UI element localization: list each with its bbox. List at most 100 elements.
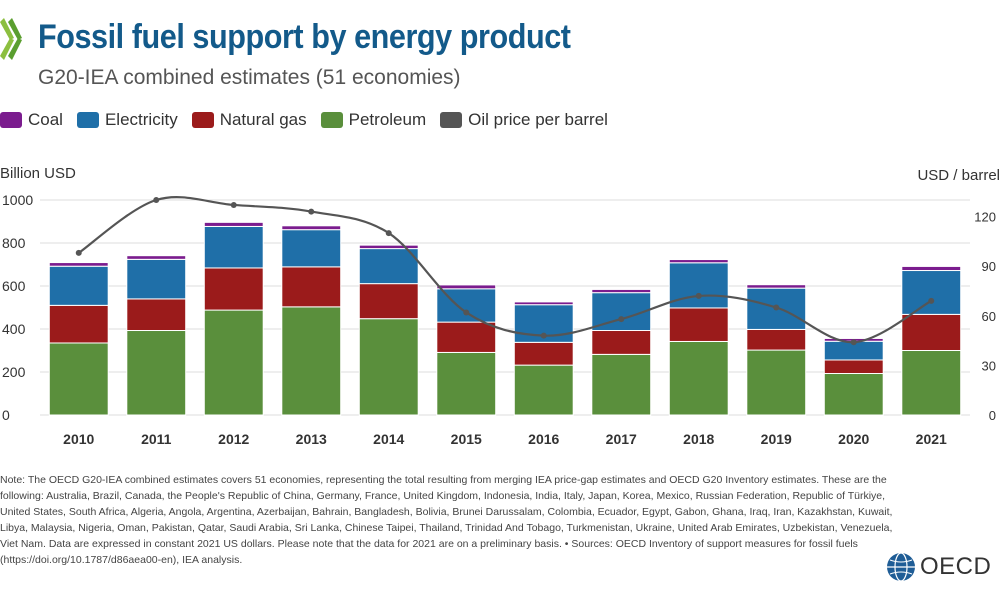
fossil-fuel-support-chart: Billion USD USD / barrel02004006008001000… bbox=[0, 165, 1000, 447]
chart-note: Note: The OECD G20-IEA combined estimate… bbox=[0, 474, 893, 566]
legend-label-petroleum: Petroleum bbox=[348, 110, 427, 129]
bar-segment-petroleum bbox=[901, 350, 962, 416]
bar-segment-petroleum bbox=[513, 364, 574, 416]
bar-segment-natural-gas bbox=[126, 298, 187, 332]
bar-segment-coal bbox=[281, 225, 342, 231]
legend-item-electricity[interactable]: Electricity bbox=[76, 110, 178, 130]
bar-segment-natural-gas bbox=[823, 359, 884, 375]
oil-price-line bbox=[78, 196, 932, 344]
bar-segment-petroleum bbox=[668, 340, 729, 416]
right-tick-label: 60 bbox=[982, 309, 996, 324]
legend-swatch-oil-price bbox=[440, 112, 463, 128]
bar-segment-natural-gas bbox=[436, 321, 497, 353]
right-tick-label: 0 bbox=[989, 408, 996, 423]
bar-segment-electricity bbox=[668, 262, 729, 309]
legend-swatch-natural-gas bbox=[191, 112, 214, 128]
left-tick-label: 400 bbox=[2, 321, 26, 337]
right-tick-label: 90 bbox=[982, 259, 996, 274]
bar-segment-natural-gas bbox=[203, 267, 264, 311]
right-tick-label: 30 bbox=[982, 358, 996, 373]
oil-price-point bbox=[308, 208, 315, 215]
bar-segment-petroleum bbox=[436, 351, 497, 416]
oecd-leaf-logo-icon bbox=[0, 18, 22, 60]
chart-subtitle: G20-IEA combined estimates (51 economies… bbox=[38, 66, 461, 89]
right-tick-label: 120 bbox=[974, 210, 996, 225]
oil-price-point bbox=[928, 297, 935, 304]
bar-segment-coal bbox=[591, 288, 652, 294]
legend-label-coal: Coal bbox=[28, 110, 63, 129]
bar-segment-coal bbox=[513, 301, 574, 306]
bar-segment-coal bbox=[126, 255, 187, 260]
oecd-brand: OECD bbox=[886, 552, 991, 582]
legend-swatch-coal bbox=[0, 112, 22, 128]
x-tick-label: 2011 bbox=[141, 431, 172, 447]
bar-segment-petroleum bbox=[281, 306, 342, 416]
oecd-brand-name: OECD bbox=[920, 553, 992, 580]
left-tick-label: 800 bbox=[2, 235, 26, 251]
legend-swatch-electricity bbox=[76, 112, 99, 128]
bar-segment-petroleum bbox=[203, 309, 264, 416]
legend-label-natural-gas: Natural gas bbox=[219, 110, 307, 129]
left-tick-label: 0 bbox=[2, 407, 10, 423]
bar-segment-natural-gas bbox=[513, 341, 574, 366]
bar-segment-electricity bbox=[358, 248, 419, 285]
left-tick-label: 600 bbox=[2, 278, 26, 294]
bar-segment-natural-gas bbox=[358, 283, 419, 320]
bar-segment-petroleum bbox=[746, 349, 807, 416]
oil-price-point bbox=[695, 292, 702, 299]
x-tick-label: 2010 bbox=[63, 431, 94, 447]
chart-title: Fossil fuel support by energy product bbox=[38, 18, 571, 56]
bar-segment-petroleum bbox=[591, 353, 652, 416]
bar-segment-electricity bbox=[281, 229, 342, 268]
bar-segment-coal bbox=[668, 259, 729, 264]
oil-price-point bbox=[773, 304, 780, 311]
right-axis-label: USD / barrel bbox=[917, 167, 1000, 184]
legend-label-electricity: Electricity bbox=[104, 110, 178, 129]
oil-price-point bbox=[385, 230, 392, 237]
bar-segment-coal bbox=[901, 265, 962, 272]
legend-item-coal[interactable]: Coal bbox=[0, 110, 63, 130]
oil-price-point bbox=[618, 316, 625, 323]
legend-item-petroleum[interactable]: Petroleum bbox=[320, 110, 427, 130]
left-tick-label: 1000 bbox=[2, 192, 33, 208]
x-tick-label: 2016 bbox=[528, 431, 559, 447]
bar-segment-coal bbox=[48, 262, 109, 267]
legend-item-natural-gas[interactable]: Natural gas bbox=[191, 110, 307, 130]
chart-legend: Coal Electricity Natural gas Petroleum O… bbox=[0, 110, 622, 130]
bar-segment-natural-gas bbox=[746, 328, 807, 351]
bar-segment-electricity bbox=[126, 258, 187, 300]
bar-segment-electricity bbox=[203, 225, 264, 269]
globe-icon bbox=[887, 552, 915, 582]
x-tick-label: 2021 bbox=[916, 431, 947, 447]
bar-segment-natural-gas bbox=[48, 304, 109, 344]
bar-segment-natural-gas bbox=[281, 266, 342, 308]
bar-segment-natural-gas bbox=[591, 330, 652, 355]
bar-segment-coal bbox=[746, 284, 807, 289]
bar-segment-coal bbox=[203, 221, 264, 227]
bar-segment-petroleum bbox=[358, 318, 419, 416]
x-tick-label: 2015 bbox=[451, 431, 482, 447]
oil-price-point bbox=[850, 339, 857, 346]
oil-price-point bbox=[153, 197, 160, 203]
bar-segment-coal bbox=[436, 284, 497, 290]
bar-segment-natural-gas bbox=[668, 307, 729, 342]
left-tick-label: 200 bbox=[2, 364, 26, 380]
bar-segment-electricity bbox=[48, 265, 109, 306]
x-tick-label: 2012 bbox=[218, 431, 249, 447]
left-axis-label: Billion USD bbox=[0, 165, 76, 182]
bar-segment-petroleum bbox=[48, 342, 109, 416]
x-tick-label: 2013 bbox=[296, 431, 327, 447]
bar-segment-petroleum bbox=[126, 330, 187, 416]
x-tick-label: 2017 bbox=[606, 431, 637, 447]
oil-price-point bbox=[463, 309, 470, 316]
oil-price-point bbox=[230, 201, 237, 208]
legend-item-oil-price[interactable]: Oil price per barrel bbox=[440, 110, 608, 130]
bar-segment-petroleum bbox=[823, 373, 884, 416]
x-tick-label: 2020 bbox=[838, 431, 869, 447]
bar-segment-coal bbox=[358, 244, 419, 250]
x-tick-label: 2014 bbox=[373, 431, 404, 447]
x-tick-label: 2019 bbox=[761, 431, 792, 447]
x-tick-label: 2018 bbox=[683, 431, 714, 447]
oil-price-point bbox=[540, 332, 547, 339]
bar-segment-electricity bbox=[901, 270, 962, 315]
